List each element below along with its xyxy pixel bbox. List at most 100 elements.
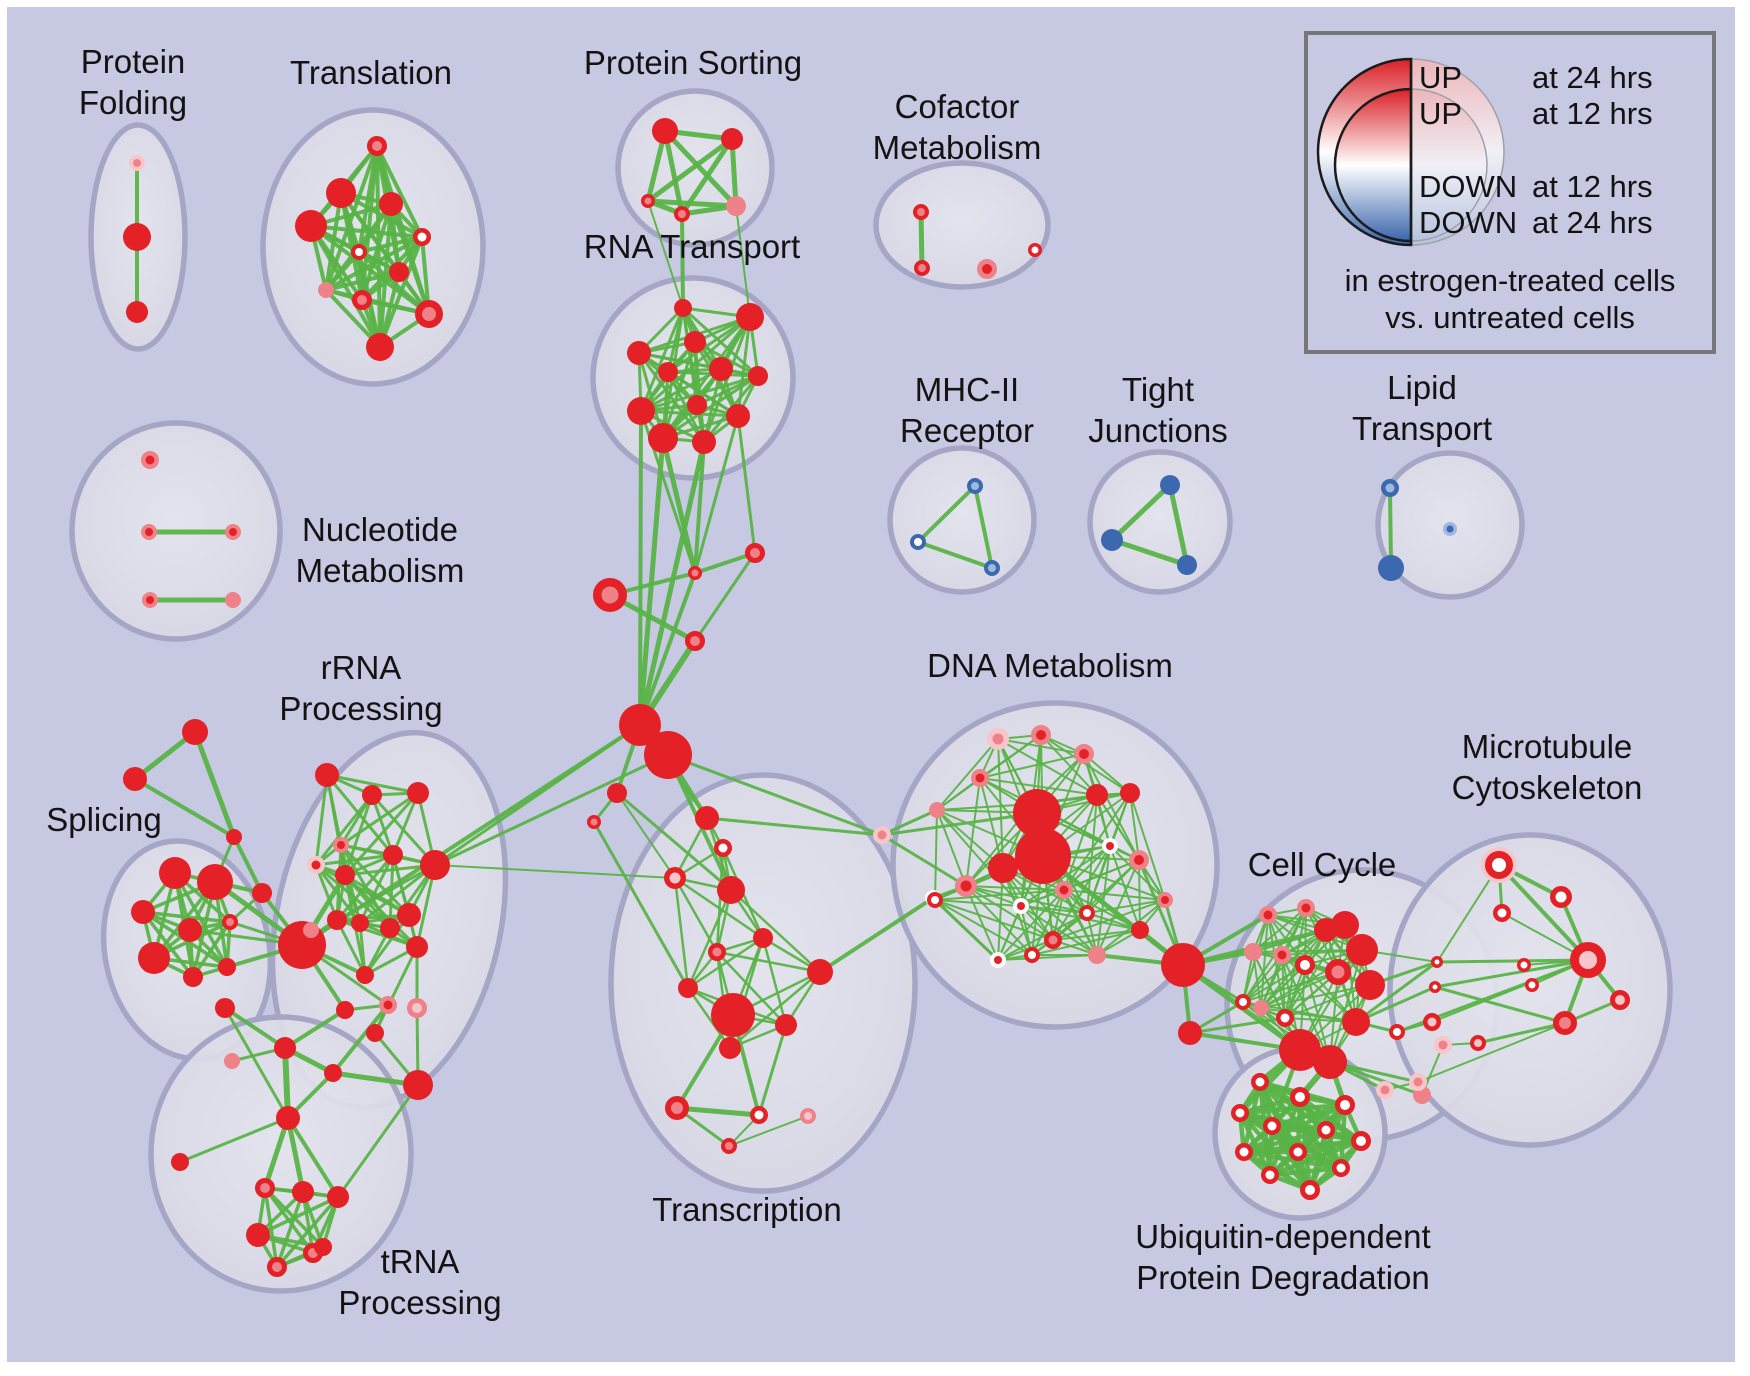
network-node-dm22[interactable] [1088, 946, 1106, 964]
network-node-hb3[interactable] [593, 578, 627, 612]
network-node-lt1[interactable] [607, 783, 627, 803]
network-node-tr1[interactable] [255, 1178, 275, 1198]
network-node-cf1[interactable] [913, 204, 929, 220]
network-node-sp1[interactable] [159, 857, 191, 889]
network-node-tc6[interactable] [708, 943, 726, 961]
network-node-sp6[interactable] [138, 942, 170, 974]
network-node-rrG[interactable] [278, 921, 326, 969]
network-node-tc5[interactable] [753, 928, 773, 948]
network-node-ub8[interactable] [1289, 1143, 1307, 1161]
network-node-bn1[interactable] [873, 826, 891, 844]
network-node-rr17[interactable] [407, 998, 427, 1018]
network-node-ccA[interactable] [1279, 1029, 1321, 1071]
network-node-lt2[interactable] [587, 815, 601, 829]
network-node-rt2[interactable] [736, 303, 764, 331]
network-node-rt11[interactable] [648, 423, 678, 453]
network-node-rt4[interactable] [627, 341, 651, 365]
network-node-dm19[interactable] [1044, 931, 1062, 949]
network-node-tc3[interactable] [664, 867, 686, 889]
network-node-rr14[interactable] [303, 922, 319, 938]
network-node-cc14[interactable] [1342, 1008, 1370, 1036]
network-node-rr5[interactable] [307, 856, 325, 874]
network-node-rr7[interactable] [383, 845, 403, 865]
network-node-tc9[interactable] [711, 993, 755, 1037]
network-node-cc12[interactable] [1253, 1000, 1269, 1016]
network-node-rr2[interactable] [362, 785, 382, 805]
network-node-dm13[interactable] [1013, 898, 1029, 914]
network-node-dm24[interactable] [1157, 892, 1173, 908]
network-node-tc4[interactable] [717, 876, 745, 904]
network-node-tc1[interactable] [695, 806, 719, 830]
network-node-sp3[interactable] [131, 900, 155, 924]
network-node-ccB[interactable] [1313, 1045, 1347, 1079]
network-node-tl6[interactable] [351, 244, 367, 260]
network-node-dm11[interactable] [1102, 838, 1118, 854]
network-node-mb1[interactable] [1431, 956, 1443, 968]
network-node-ch3[interactable] [274, 1037, 296, 1059]
network-node-rr12[interactable] [397, 903, 421, 927]
network-node-cf2[interactable] [914, 260, 930, 276]
network-node-mc1[interactable] [1485, 851, 1513, 879]
network-node-ch2[interactable] [224, 1053, 240, 1069]
network-node-sp2[interactable] [197, 864, 233, 900]
network-node-ub3[interactable] [1231, 1104, 1249, 1122]
network-node-sp4[interactable] [178, 918, 202, 942]
network-node-cf4[interactable] [1028, 243, 1042, 257]
network-node-dm2[interactable] [1031, 725, 1051, 745]
network-node-cc2[interactable] [1297, 899, 1315, 917]
network-node-rt12[interactable] [692, 430, 716, 454]
network-node-tj3[interactable] [1177, 555, 1197, 575]
network-node-cc19[interactable] [1434, 1036, 1452, 1054]
network-node-dm16[interactable] [1120, 783, 1140, 803]
network-node-tc11[interactable] [719, 1037, 741, 1059]
network-node-tc13[interactable] [750, 1106, 768, 1124]
network-node-ub12[interactable] [1300, 1180, 1320, 1200]
network-node-cc7[interactable] [1273, 946, 1291, 964]
network-node-tc12[interactable] [665, 1096, 689, 1120]
network-node-dm4[interactable] [971, 769, 989, 787]
network-node-ub1[interactable] [1251, 1073, 1269, 1091]
network-node-mb2[interactable] [1429, 981, 1441, 993]
network-node-dm1[interactable] [987, 728, 1009, 750]
network-node-rt7[interactable] [748, 366, 768, 386]
network-node-pf2[interactable] [123, 223, 151, 251]
network-node-dm14[interactable] [1079, 905, 1095, 921]
network-node-sp9[interactable] [252, 883, 272, 903]
network-node-cc17[interactable] [1389, 1024, 1405, 1040]
network-node-lp3[interactable] [1443, 522, 1457, 536]
network-node-cc10[interactable] [1355, 970, 1385, 1000]
network-node-dm18[interactable] [927, 892, 943, 908]
network-node-mc4[interactable] [1517, 958, 1531, 972]
network-node-tr3[interactable] [327, 1186, 349, 1208]
network-node-ch7[interactable] [276, 1106, 300, 1130]
network-node-cc4[interactable] [1331, 911, 1359, 939]
network-node-rr16[interactable] [379, 996, 397, 1014]
network-node-tj2[interactable] [1101, 529, 1123, 551]
network-node-tr2[interactable] [292, 1181, 314, 1203]
network-node-ub7[interactable] [1235, 1143, 1253, 1161]
network-node-tc10[interactable] [775, 1014, 797, 1036]
network-node-rr6[interactable] [335, 865, 355, 885]
network-node-cc21[interactable] [1376, 1081, 1394, 1099]
network-node-dmA[interactable] [1013, 789, 1061, 837]
network-node-lp1[interactable] [1381, 479, 1399, 497]
network-node-cc8[interactable] [1295, 955, 1315, 975]
network-node-ch5[interactable] [403, 1070, 433, 1100]
network-node-tl1[interactable] [367, 136, 387, 156]
network-node-rr19[interactable] [366, 1024, 384, 1042]
network-node-rr4[interactable] [333, 837, 349, 853]
network-node-cc9[interactable] [1325, 959, 1351, 985]
network-node-ub11[interactable] [1332, 1159, 1350, 1177]
network-node-ub6[interactable] [1317, 1121, 1335, 1139]
network-node-rt1[interactable] [674, 299, 692, 317]
network-node-ub9[interactable] [1351, 1131, 1371, 1151]
network-node-tc14[interactable] [800, 1108, 816, 1124]
network-node-mc8[interactable] [1610, 990, 1630, 1010]
network-node-ps1[interactable] [652, 118, 678, 144]
network-node-tg1[interactable] [182, 719, 208, 745]
network-node-hb4[interactable] [685, 631, 705, 651]
network-node-tc7[interactable] [678, 978, 698, 998]
network-node-dmB[interactable] [1015, 828, 1071, 884]
network-node-sp5[interactable] [222, 914, 238, 930]
network-node-ps4[interactable] [674, 206, 690, 222]
